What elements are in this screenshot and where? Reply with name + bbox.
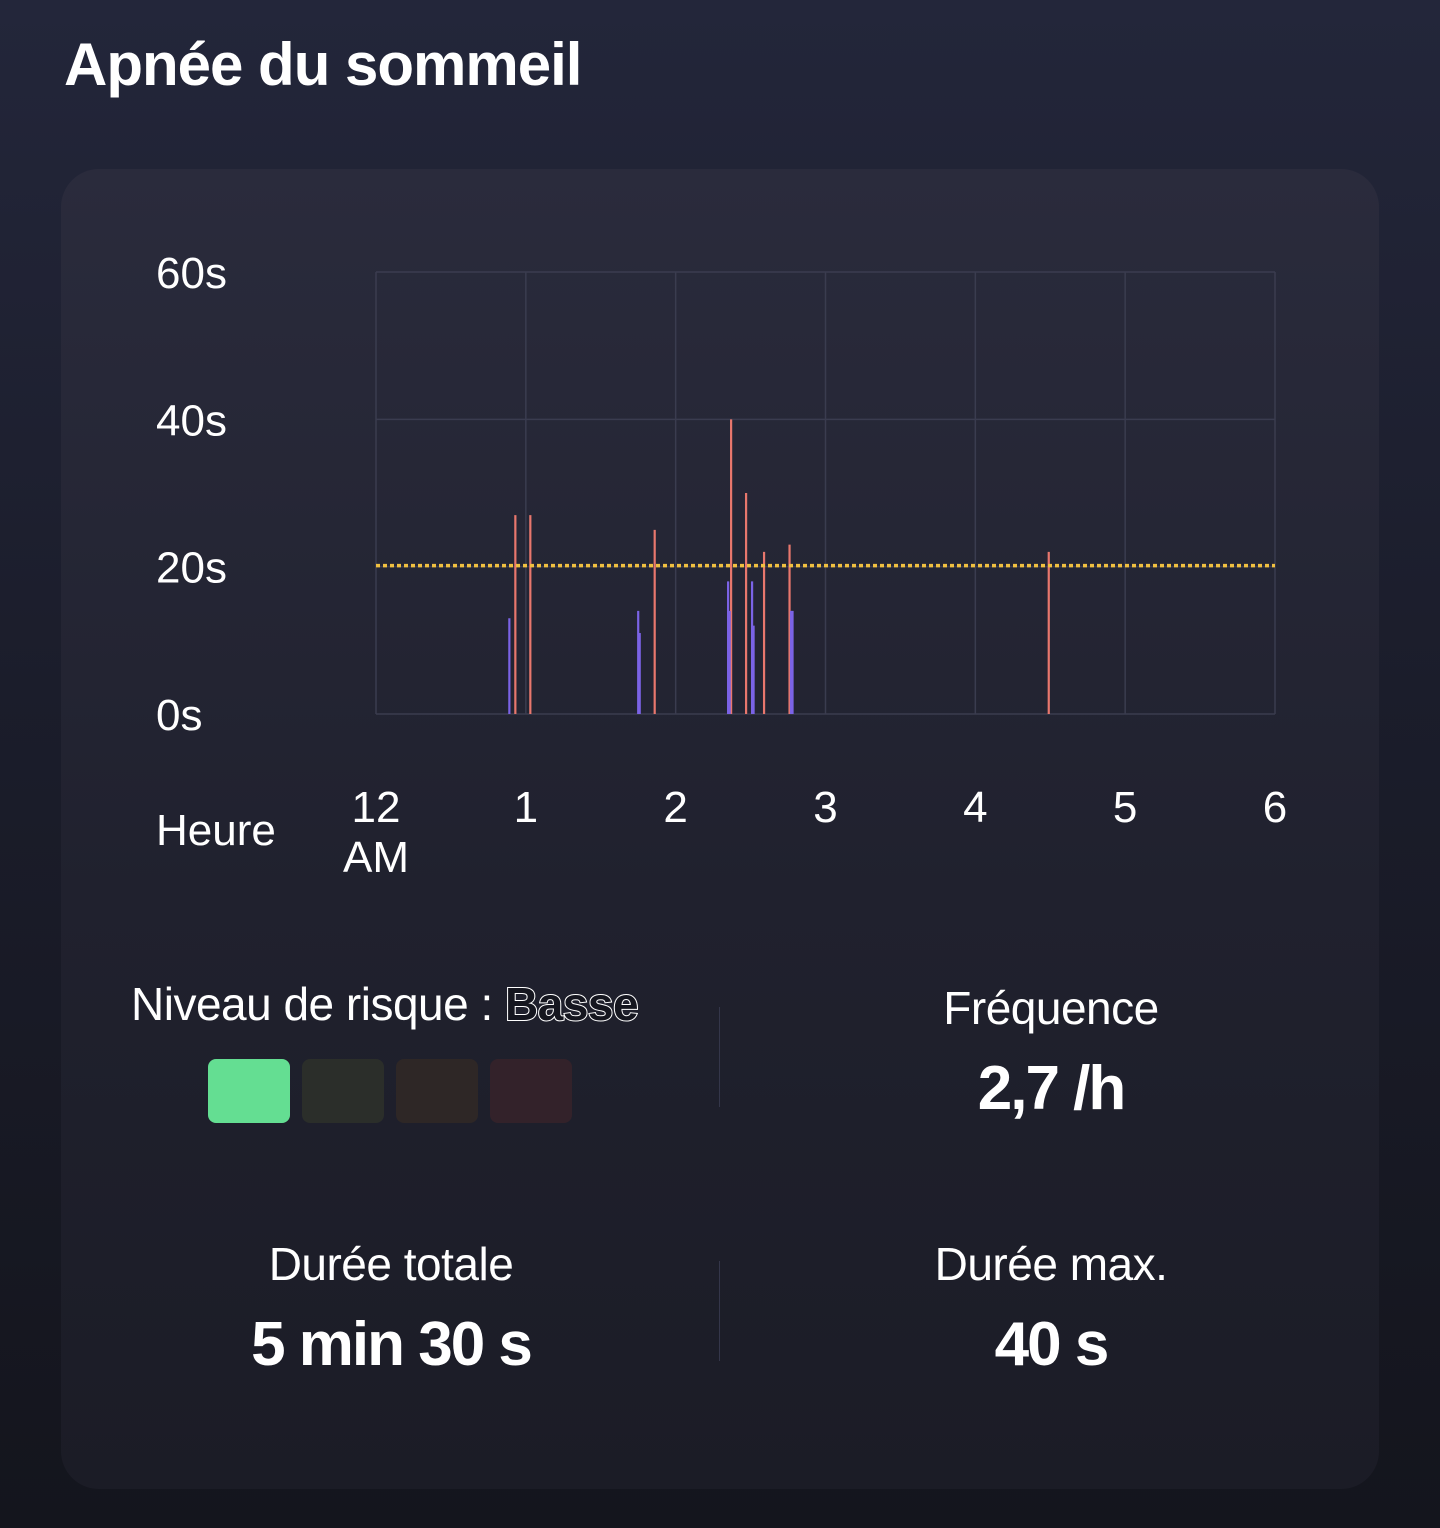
risk-level-indicator — [208, 1059, 638, 1123]
risk-level-box — [302, 1059, 384, 1123]
total-duration-stat: Durée totale 5 min 30 s — [151, 1237, 631, 1380]
x-tick-label: 6 — [1263, 783, 1287, 832]
sleep-apnea-card: 60s 40s 20s 0s Heure 12 AM 1 2 3 4 5 6 Niveau de ris… — [61, 169, 1379, 1489]
frequency-label: Fréquence — [943, 982, 1159, 1034]
apnea-chart: 60s 40s 20s 0s Heure 12 AM 1 2 3 4 5 6 — [156, 249, 1287, 882]
y-tick-label: 0s — [156, 691, 202, 740]
risk-level-box — [208, 1059, 290, 1123]
max-duration-label: Durée max. — [934, 1238, 1168, 1290]
max-duration-value: 40 s — [994, 1310, 1110, 1379]
max-duration-stat: Durée max. 40 s — [811, 1237, 1291, 1380]
risk-level-value: Basse — [504, 977, 640, 1031]
y-tick-label: 60s — [156, 249, 227, 298]
x-tick-label: 2 — [663, 783, 687, 832]
divider — [719, 1261, 720, 1361]
x-tick-label: 1 — [514, 783, 538, 832]
risk-level-box — [396, 1059, 478, 1123]
risk-level-label: Niveau de risque : — [131, 978, 493, 1030]
y-tick-label: 40s — [156, 396, 227, 445]
total-duration-value: 5 min 30 s — [251, 1310, 533, 1379]
risk-level-box — [490, 1059, 572, 1123]
page-title: Apnée du sommeil — [64, 31, 582, 98]
frequency-value: 2,7 /h — [977, 1054, 1127, 1123]
x-tick-label: 12 AM — [343, 783, 409, 882]
x-tick-label: 4 — [963, 783, 987, 832]
risk-level-block: Niveau de risque : Basse — [131, 977, 640, 1123]
y-tick-label: 20s — [156, 544, 227, 593]
x-tick-label: 5 — [1113, 783, 1137, 832]
x-tick-label: 3 — [813, 783, 837, 832]
divider — [719, 1007, 720, 1107]
x-axis-label: Heure — [156, 806, 276, 855]
frequency-stat: Fréquence 2,7 /h — [811, 981, 1291, 1124]
total-duration-label: Durée totale — [268, 1238, 514, 1290]
